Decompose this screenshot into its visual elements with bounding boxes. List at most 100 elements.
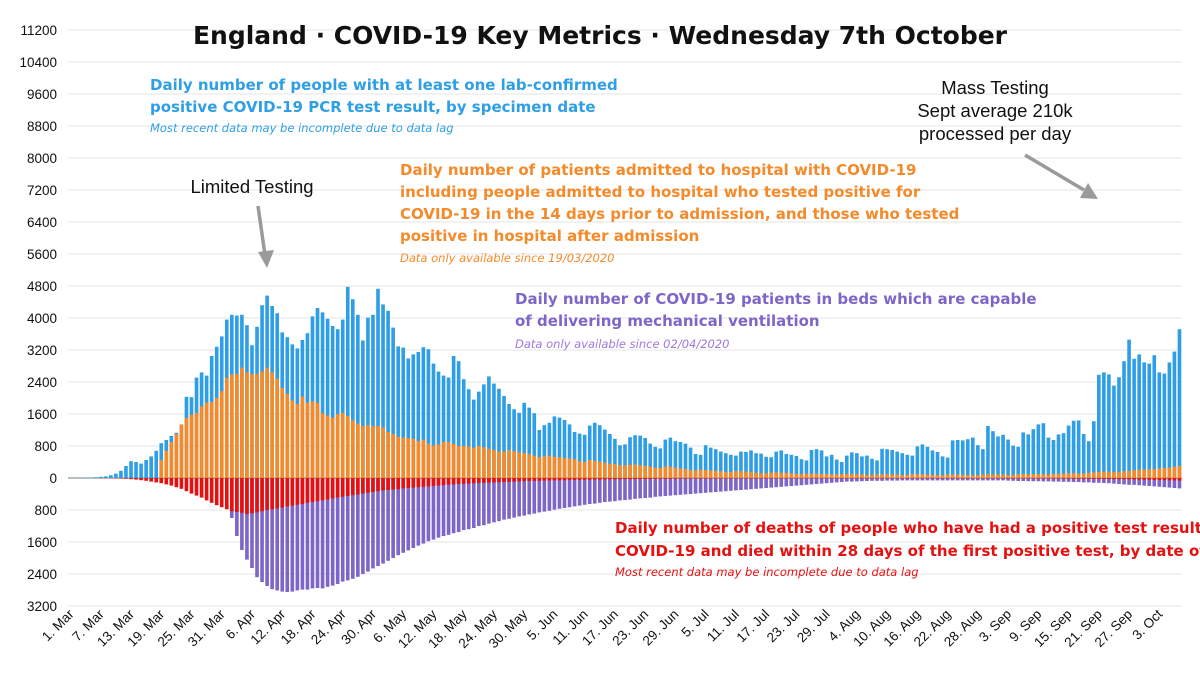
admissions-bar <box>295 404 300 478</box>
admissions-bar <box>245 372 249 478</box>
admissions-bar <box>426 443 431 478</box>
ventilation-bar <box>970 478 975 481</box>
deaths-bar <box>144 478 148 481</box>
ventilation-bar <box>920 478 925 481</box>
admissions-bar <box>754 472 758 478</box>
cases-bar <box>466 389 471 478</box>
ventilation-bar <box>1011 478 1015 481</box>
admissions-bar <box>224 378 229 478</box>
admissions-bar <box>930 474 935 478</box>
cases-bar <box>93 477 98 478</box>
admissions-bar <box>1066 473 1071 478</box>
ventilation-bar <box>562 478 567 508</box>
cases-bar <box>925 446 930 478</box>
deaths-bar <box>708 478 713 479</box>
ventilation-bar <box>527 478 532 515</box>
cases-bar <box>597 425 602 478</box>
ventilation-bar <box>668 478 673 496</box>
admissions-bar <box>1167 467 1172 478</box>
x-tick-label: 23. Jul <box>764 607 803 646</box>
admissions-bar <box>537 457 542 478</box>
ventilation-bar <box>522 478 527 516</box>
cases-bar <box>844 455 849 478</box>
ventilation-bar <box>779 478 784 487</box>
cases-bar <box>945 457 950 478</box>
ventilation-bar <box>638 478 642 499</box>
admissions-bar <box>799 474 804 478</box>
y-tick-label: 8000 <box>27 151 57 166</box>
cases-bar <box>350 299 355 478</box>
deaths-bar <box>1076 478 1081 479</box>
ventilation-bar <box>1021 478 1026 481</box>
deaths-bar <box>668 478 673 479</box>
admissions-bar <box>361 426 365 478</box>
cases-bar <box>623 444 627 478</box>
mass-testing-arrow-shaft <box>1024 153 1085 192</box>
deaths-bar <box>1071 478 1076 479</box>
ventilation-bar <box>1061 478 1066 482</box>
y-tick-label: 800 <box>34 439 57 454</box>
deaths-bar <box>1107 478 1111 479</box>
cases-bar <box>335 329 340 478</box>
limited-testing-arrow-head <box>258 250 274 268</box>
admissions-bar <box>1061 473 1066 478</box>
grid-lines <box>68 29 1182 607</box>
deaths-bar <box>487 478 491 483</box>
admissions-annotation-line2: including people admitted to hospital wh… <box>400 183 921 201</box>
admissions-bar <box>981 474 985 478</box>
ventilation-bar <box>456 478 461 532</box>
ventilation-bar <box>361 478 365 574</box>
y-tick-label: 9600 <box>27 87 57 102</box>
admissions-bar <box>386 432 390 478</box>
ventilation-bar <box>764 478 768 488</box>
y-tick-label: 2400 <box>27 375 57 390</box>
cases-bar <box>522 402 527 478</box>
deaths-bar <box>184 478 189 492</box>
deaths-bar <box>1122 478 1126 480</box>
cases-bar <box>784 454 789 478</box>
admissions-bar <box>416 441 421 478</box>
cases-bar <box>789 454 794 478</box>
admissions-bar <box>300 396 305 478</box>
admissions-bar <box>522 453 527 478</box>
cases-bar <box>1071 420 1076 478</box>
ventilation-bar <box>290 478 295 592</box>
admissions-bar <box>230 374 234 478</box>
deaths-bar <box>1051 478 1056 479</box>
deaths-bar <box>204 478 209 501</box>
ventilation-bar <box>880 478 884 481</box>
ventilation-bar <box>799 478 804 486</box>
admissions-bar <box>784 472 789 478</box>
admissions-bar <box>1036 474 1041 478</box>
cases-bar <box>114 473 118 478</box>
cases-bar <box>1102 372 1106 478</box>
admissions-bar <box>683 469 688 478</box>
admissions-bar <box>779 472 784 478</box>
cases-bar <box>119 470 123 478</box>
admissions-bar <box>905 475 910 478</box>
deaths-bar <box>471 478 476 484</box>
cases-bar <box>497 388 501 478</box>
cases-bar <box>502 396 506 478</box>
admissions-bar <box>350 420 355 478</box>
deaths-bar <box>406 478 411 488</box>
deaths-bar <box>572 478 577 480</box>
cases-bar <box>1157 372 1162 478</box>
deaths-bar <box>300 478 305 504</box>
admissions-bar <box>471 447 476 478</box>
deaths-bar <box>230 478 234 512</box>
ventilation-bar <box>723 478 728 492</box>
ventilation-bar <box>860 478 864 482</box>
admissions-bar <box>345 416 350 478</box>
admissions-bar <box>1147 469 1152 478</box>
deaths-bar <box>1132 478 1136 480</box>
cases-bar <box>986 426 990 478</box>
deaths-bar <box>678 478 683 479</box>
cases-bar <box>754 453 758 478</box>
ventilation-bar <box>1122 478 1126 485</box>
deaths-bar <box>164 478 169 485</box>
ventilation-bar <box>431 478 436 540</box>
cases-bar <box>139 463 143 478</box>
admissions-bar <box>577 461 582 478</box>
admissions-bar <box>759 473 763 478</box>
